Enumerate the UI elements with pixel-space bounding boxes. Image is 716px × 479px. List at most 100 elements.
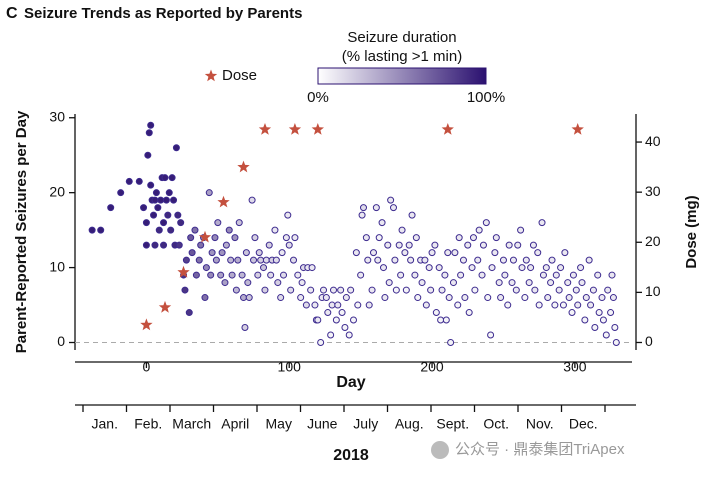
seizure-point bbox=[365, 301, 373, 309]
seizure-point bbox=[235, 219, 243, 227]
seizure-point bbox=[317, 339, 325, 347]
seizure-point bbox=[164, 211, 172, 219]
month-label: Oct. bbox=[483, 416, 509, 432]
seizure-point bbox=[421, 256, 429, 264]
seizure-point bbox=[479, 241, 487, 249]
y-tick-label: 20 bbox=[49, 183, 65, 199]
month-label: March bbox=[172, 416, 211, 432]
legend-label: Dose bbox=[222, 67, 257, 84]
month-label: Nov. bbox=[526, 416, 554, 432]
month-label: July bbox=[353, 416, 378, 432]
seizure-point bbox=[294, 271, 302, 279]
seizure-point bbox=[314, 316, 322, 324]
seizure-point bbox=[487, 331, 495, 339]
seizure-point bbox=[297, 294, 305, 302]
dose-star bbox=[158, 300, 172, 313]
seizure-point bbox=[505, 241, 513, 249]
seizure-point bbox=[242, 249, 250, 257]
seizure-point bbox=[534, 249, 542, 257]
seizure-point bbox=[157, 196, 165, 204]
seizure-point bbox=[449, 279, 457, 287]
colorbar bbox=[317, 67, 487, 85]
seizure-point bbox=[187, 234, 195, 242]
seizure-point bbox=[395, 241, 403, 249]
seizure-point bbox=[207, 271, 215, 279]
seizure-point bbox=[347, 286, 355, 294]
seizure-point bbox=[150, 211, 158, 219]
seizure-point bbox=[468, 264, 476, 272]
month-label: Jan. bbox=[92, 416, 118, 432]
seizure-point bbox=[471, 286, 479, 294]
seizure-point bbox=[591, 324, 599, 332]
seizure-point bbox=[222, 241, 230, 249]
seizure-point bbox=[569, 271, 577, 279]
seizure-point bbox=[457, 271, 465, 279]
seizure-point bbox=[201, 294, 209, 302]
seizure-point bbox=[188, 249, 196, 257]
y2-tick-label: 40 bbox=[645, 133, 661, 149]
month-label: June bbox=[307, 416, 338, 432]
seizure-point bbox=[170, 196, 178, 204]
y-tick-label: 30 bbox=[49, 108, 65, 124]
seizure-point bbox=[175, 241, 183, 249]
seizure-point bbox=[218, 249, 226, 257]
watermark: 公众号 · 鼎泰集团TriApex bbox=[455, 441, 625, 458]
seizure-point bbox=[274, 279, 282, 287]
seizure-point bbox=[379, 264, 387, 272]
seizure-point bbox=[542, 264, 550, 272]
seizure-point bbox=[217, 271, 225, 279]
year-label: 2018 bbox=[333, 447, 369, 464]
seizure-point bbox=[244, 279, 252, 287]
dose-star bbox=[311, 123, 324, 135]
seizure-point bbox=[151, 196, 159, 204]
seizure-point bbox=[512, 286, 520, 294]
seizure-point bbox=[341, 324, 349, 332]
seizure-point bbox=[392, 286, 400, 294]
seizure-point bbox=[324, 309, 332, 317]
seizure-point bbox=[154, 204, 162, 212]
legend-star bbox=[204, 69, 218, 82]
seizure-point bbox=[192, 271, 200, 279]
seizure-point bbox=[547, 279, 555, 287]
seizure-point bbox=[461, 294, 469, 302]
dose-star bbox=[571, 123, 584, 135]
seizure-point bbox=[499, 256, 507, 264]
seizure-point bbox=[140, 204, 148, 212]
seizure-point bbox=[527, 264, 535, 272]
seizure-point bbox=[208, 249, 216, 257]
y2-tick-label: 0 bbox=[645, 333, 653, 349]
seizure-point bbox=[232, 286, 240, 294]
seizure-point bbox=[272, 256, 280, 264]
seizure-point bbox=[160, 219, 168, 227]
seizure-point bbox=[302, 301, 310, 309]
seizure-point bbox=[577, 264, 585, 272]
month-label: Sept. bbox=[436, 416, 469, 432]
seizure-point bbox=[612, 339, 620, 347]
seizure-point bbox=[97, 226, 105, 234]
month-label: Feb. bbox=[134, 416, 162, 432]
seizure-point bbox=[561, 249, 569, 257]
seizure-point bbox=[454, 301, 462, 309]
seizure-point bbox=[464, 241, 472, 249]
seizure-point bbox=[234, 256, 242, 264]
seizure-point bbox=[322, 294, 330, 302]
seizure-point bbox=[284, 211, 292, 219]
colorbar-title: Seizure duration bbox=[347, 29, 456, 46]
seizure-point bbox=[369, 249, 377, 257]
colorbar-tick-label: 100% bbox=[467, 89, 505, 106]
seizure-point bbox=[378, 219, 386, 227]
seizure-point bbox=[548, 256, 556, 264]
seizure-point bbox=[330, 286, 338, 294]
seizure-point bbox=[357, 271, 365, 279]
seizure-point bbox=[240, 294, 248, 302]
seizure-point bbox=[125, 177, 133, 185]
seizure-point bbox=[478, 271, 486, 279]
seizure-point bbox=[364, 256, 372, 264]
seizure-point bbox=[142, 241, 150, 249]
x-tick-label: 300 bbox=[563, 359, 587, 375]
seizure-point bbox=[609, 294, 617, 302]
seizure-point bbox=[389, 204, 397, 212]
seizure-point bbox=[551, 301, 559, 309]
seizure-point bbox=[444, 249, 452, 257]
seizure-point bbox=[401, 249, 409, 257]
